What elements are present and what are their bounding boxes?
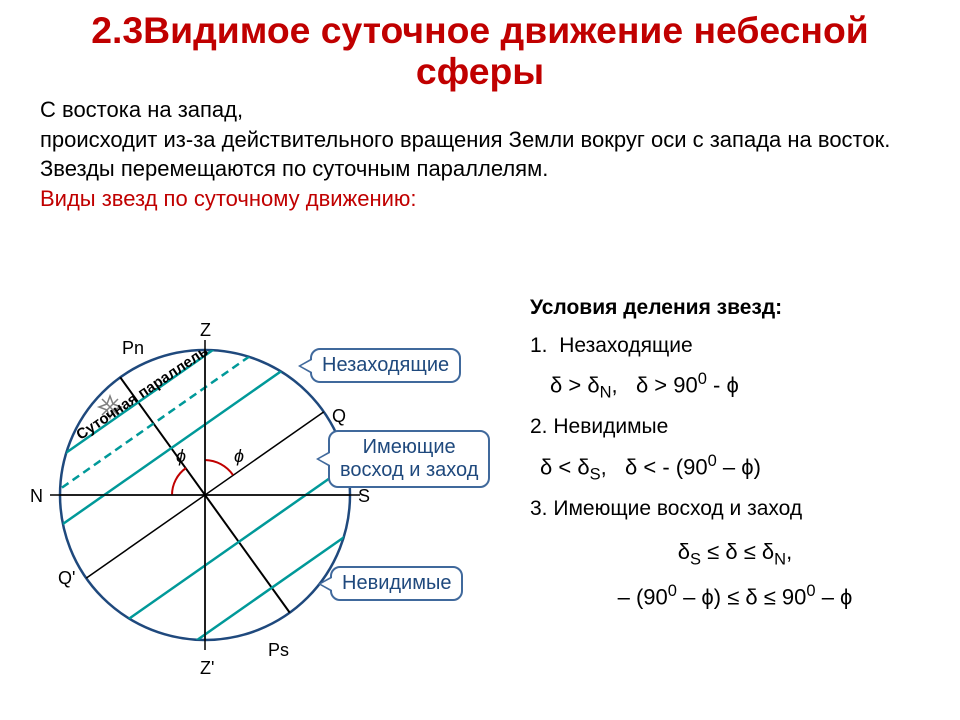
conditions-header: Условия деления звезд:	[530, 292, 940, 324]
callout-nevidim: Невидимые	[330, 566, 463, 601]
body-line-2: происходит из-за действительного вращени…	[40, 126, 920, 154]
label-Zp: Z'	[200, 658, 214, 679]
label-S: S	[358, 486, 370, 507]
label-N: N	[30, 486, 43, 507]
body-block: С востока на запад, происходит из-за дей…	[40, 96, 920, 212]
label-phi1: ϕ	[176, 446, 186, 467]
phi-arc-left	[172, 468, 186, 495]
body-line-3: Звезды перемещаются по суточным параллел…	[40, 155, 920, 183]
phi-arc-right	[205, 460, 233, 475]
cond-formula-3: δS ≤ δ ≤ δN,– (900 – ϕ) ≤ δ ≤ 900 – ϕ	[530, 531, 940, 618]
body-line-4: Виды звезд по суточному движению:	[40, 185, 920, 213]
callout-voshod-text: Имеющиевосход и заход	[340, 436, 478, 481]
callout-voshod: Имеющиевосход и заход	[328, 430, 490, 488]
label-phi2: ϕ	[234, 446, 244, 467]
cond-item-3: 3. Имеющие восход и заход	[530, 493, 940, 525]
label-Ps: Ps	[268, 640, 289, 661]
callout-nezahod: Незаходящие	[310, 348, 461, 383]
dashed-parallel	[30, 314, 310, 510]
cond-formula-1: δ > δN, δ > 900 - ϕ	[530, 367, 940, 405]
conditions-block: Условия деления звезд: 1. Незаходящие δ …	[530, 286, 940, 624]
label-Z: Z	[200, 320, 211, 341]
slide-title: 2.3Видимое суточное движение небесной сф…	[40, 10, 920, 92]
label-Pn: Pn	[122, 338, 144, 359]
body-line-1: С востока на запад,	[40, 96, 920, 124]
cond-item-1: 1. Незаходящие	[530, 330, 940, 362]
cond-formula-2: δ < δS, δ < - (900 – ϕ)	[530, 449, 940, 487]
cond-item-2: 2. Невидимые	[530, 411, 940, 443]
label-Qp: Q'	[58, 568, 75, 589]
label-Q: Q	[332, 406, 346, 427]
